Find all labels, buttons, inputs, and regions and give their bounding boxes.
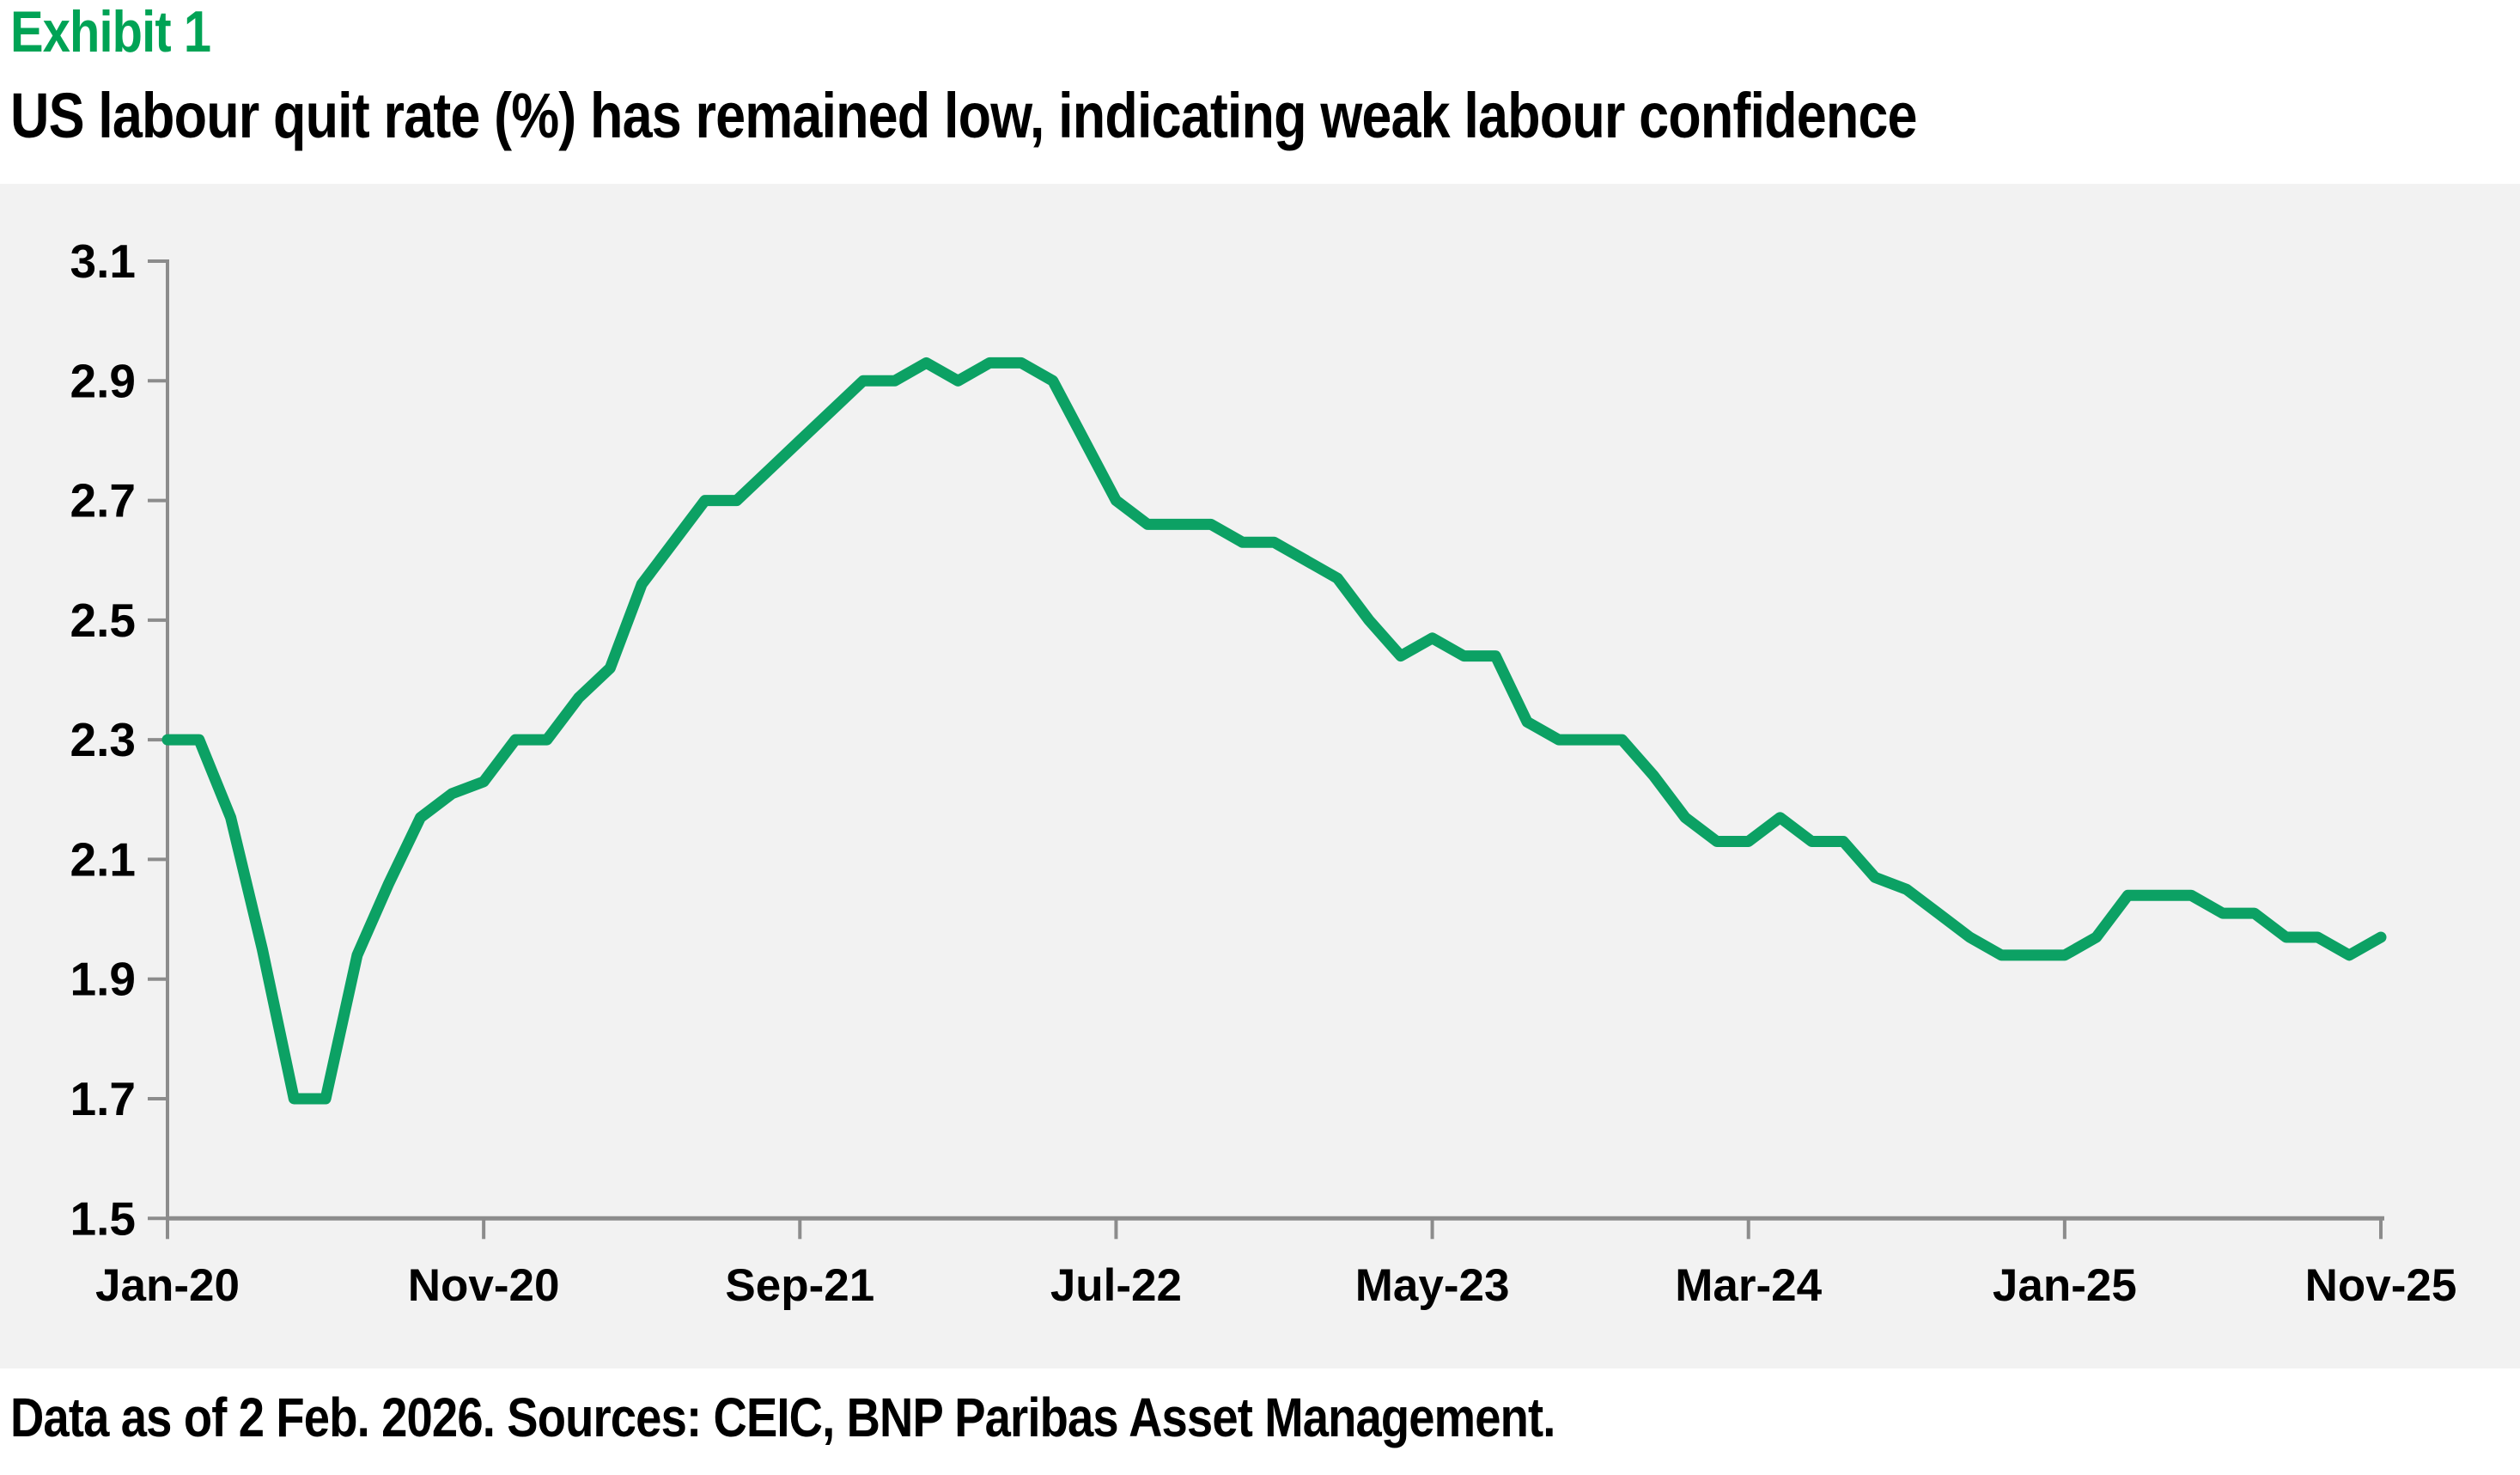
x-tick-label: Jan-25	[1993, 1260, 2137, 1311]
y-tick-label: 2.1	[70, 832, 136, 886]
page-title-text: US labour quit rate (%) has remained low…	[10, 80, 1918, 151]
x-tick-label: Mar-24	[1675, 1260, 1822, 1311]
y-tick-label: 2.9	[70, 354, 136, 407]
page-title: US labour quit rate (%) has remained low…	[10, 82, 2253, 149]
y-tick-label: 1.5	[70, 1192, 136, 1245]
y-tick-label: 2.5	[70, 594, 136, 647]
quit-rate-line-chart: 3.1 2.9 2.7 2.5 2.3 2.1 1.9 1.7 1.5 Jan-20 Nov-20 S…	[70, 235, 2457, 1311]
x-tick-label: May-23	[1355, 1260, 1510, 1311]
x-tick-label: Nov-25	[2305, 1260, 2457, 1311]
y-tick-label: 2.7	[70, 474, 136, 527]
y-tick-label: 1.7	[70, 1072, 136, 1125]
quit-rate-line	[161, 357, 2387, 1105]
source-footnote: Data as of 2 Feb. 2026. Sources: CEIC, B…	[10, 1387, 1828, 1450]
plot-area: 3.1 2.9 2.7 2.5 2.3 2.1 1.9 1.7 1.5 Jan-20 Nov-20 S…	[0, 184, 2520, 1368]
y-tick-label: 1.9	[70, 953, 136, 1006]
x-tick-label: Nov-20	[408, 1260, 560, 1311]
x-tick-label: Jul-22	[1050, 1260, 1182, 1311]
x-tick-label: Sep-21	[725, 1260, 874, 1311]
y-tick-label: 2.3	[70, 713, 136, 766]
source-footnote-text: Data as of 2 Feb. 2026. Sources: CEIC, B…	[10, 1387, 1555, 1448]
x-tick-label: Jan-20	[95, 1260, 240, 1311]
exhibit-label-text: Exhibit 1	[10, 0, 211, 64]
y-tick-label: 3.1	[70, 235, 136, 288]
exhibit-label: Exhibit 1	[10, 0, 246, 64]
